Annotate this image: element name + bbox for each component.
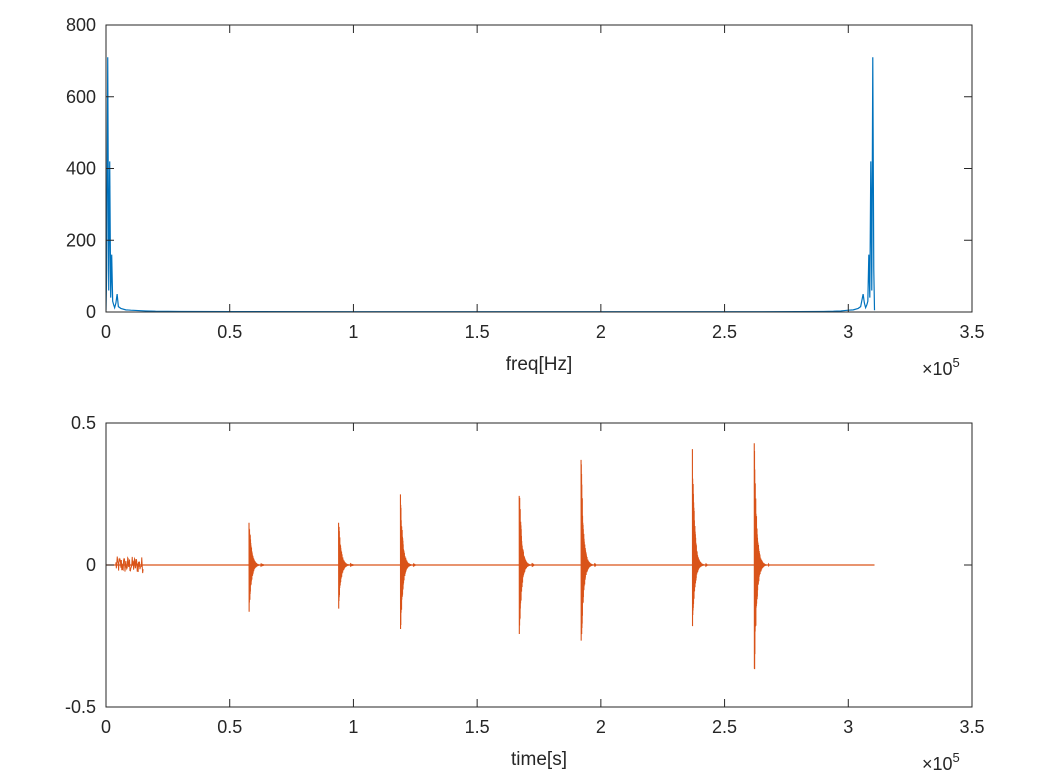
signal-x-tick-label: 2.5 — [712, 717, 737, 737]
signal-x-exponent-power: 5 — [953, 750, 960, 765]
spectrum-x-exponent: ×105 — [922, 355, 960, 379]
spectrum-x-tick-label: 3 — [843, 322, 853, 342]
signal-x-tick-label: 1 — [348, 717, 358, 737]
spectrum-ticks: 0 0.5 1 1.5 2 2.5 3 3.5 0 200 400 600 800 — [66, 15, 985, 342]
signal-axes: 0 0.5 1 1.5 2 2.5 3 3.5-0.500.5 time[s] ×105 — [65, 413, 985, 774]
signal-x-exponent-base: ×10 — [922, 754, 953, 774]
signal-y-tick-label: 0 — [86, 555, 96, 575]
signal-burst-4 — [518, 495, 535, 635]
spectrum-x-exponent-base: ×10 — [922, 359, 953, 379]
signal-x-tick-label: 0 — [101, 717, 111, 737]
spectrum-x-axis-label: freq[Hz] — [506, 354, 573, 375]
spectrum-x-tick-label: 1.5 — [465, 322, 490, 342]
spectrum-y-tick-label: 0 — [86, 302, 96, 322]
spectrum-y-tick-label: 600 — [66, 87, 96, 107]
spectrum-x-exponent-power: 5 — [953, 355, 960, 370]
signal-x-axis-label: time[s] — [511, 749, 567, 770]
spectrum-x-tick-label: 1 — [348, 322, 358, 342]
signal-burst-7 — [753, 443, 770, 670]
signal-burst-1 — [248, 522, 265, 612]
signal-plot-area — [106, 443, 875, 670]
signal-x-tick-label: 0.5 — [217, 717, 242, 737]
signal-burst-6 — [691, 449, 708, 627]
spectrum-x-tick-label: 0.5 — [217, 322, 242, 342]
signal-burst-3 — [399, 494, 416, 629]
spectrum-axes: 0 0.5 1 1.5 2 2.5 3 3.5 0 200 400 600 800 freq[Hz] ×… — [66, 15, 985, 379]
spectrum-y-tick-label: 200 — [66, 230, 96, 250]
spectrum-y-tick-label: 400 — [66, 159, 96, 179]
signal-x-tick-label: 3.5 — [959, 717, 984, 737]
signal-y-tick-label: 0.5 — [71, 413, 96, 433]
signal-x-tick-label: 2 — [596, 717, 606, 737]
signal-burst-2 — [338, 522, 354, 609]
signal-noise-segment — [115, 556, 144, 574]
signal-x-exponent: ×105 — [922, 750, 960, 774]
spectrum-x-tick-label: 0 — [101, 322, 111, 342]
spectrum-x-tick-label: 3.5 — [959, 322, 984, 342]
signal-x-tick-label: 3 — [843, 717, 853, 737]
signal-y-tick-label: -0.5 — [65, 697, 96, 717]
spectrum-x-tick-label: 2.5 — [712, 322, 737, 342]
spectrum-y-tick-label: 800 — [66, 15, 96, 35]
signal-burst-5 — [580, 459, 597, 641]
signal-ticks: 0 0.5 1 1.5 2 2.5 3 3.5-0.500.5 — [65, 413, 985, 737]
spectrum-x-tick-label: 2 — [596, 322, 606, 342]
signal-x-tick-label: 1.5 — [465, 717, 490, 737]
